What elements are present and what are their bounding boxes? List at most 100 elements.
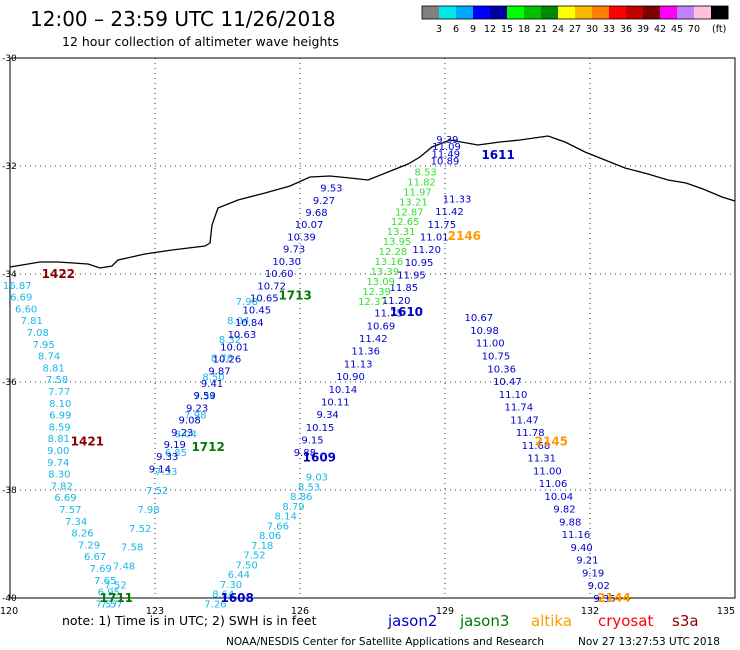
wave-height-value: 11.31	[527, 454, 556, 465]
wave-height-value: 11.42	[359, 334, 388, 345]
wave-height-value: 13.39	[370, 267, 399, 278]
colorbar-label: 27	[569, 24, 581, 35]
wave-height-value: 9.74	[47, 458, 69, 469]
lat-tick-label: -34	[2, 270, 17, 280]
wave-height-value: 10.75	[482, 351, 511, 362]
wave-height-value: 10.89	[431, 157, 460, 168]
wave-height-tracks: 16.876.696.607.817.087.958.748.817.587.7…	[3, 135, 616, 610]
colorbar-swatch	[456, 6, 474, 19]
colorbar-swatch	[473, 6, 491, 19]
colorbar-swatch	[711, 6, 729, 19]
wave-height-value: 10.98	[470, 326, 499, 337]
wave-height-value: 13.21	[399, 197, 428, 208]
wave-height-value: 6.95	[98, 588, 120, 599]
pass-time-label: 1421	[71, 434, 104, 448]
wave-height-value: 9.82	[553, 505, 575, 516]
wave-height-value: 8.06	[259, 531, 281, 542]
colorbar-swatch	[439, 6, 457, 19]
wave-height-value: 8.86	[290, 492, 312, 503]
wave-height-value: 11.06	[539, 479, 568, 490]
wave-height-value: 9.39	[436, 135, 458, 146]
wave-height-value: 9.41	[201, 379, 223, 390]
wave-height-value: 6.69	[10, 293, 32, 304]
wave-height-value: 9.23	[171, 428, 193, 439]
wave-height-value: 7.81	[21, 316, 43, 327]
wave-height-value: 9.87	[208, 367, 230, 378]
lon-tick-label: 120	[0, 606, 18, 617]
lon-tick-label: 135	[717, 606, 735, 617]
wave-height-value: 10.39	[287, 232, 316, 243]
colorbar-swatch	[422, 6, 440, 19]
pass-time-label: 1611	[481, 148, 514, 162]
wave-height-value: 12.87	[395, 207, 424, 218]
wave-height-value: 9.53	[320, 184, 342, 195]
wave-height-value: 8.32	[219, 335, 241, 346]
wave-height-value: 7.48	[113, 562, 135, 573]
lat-tick-label: -30	[2, 54, 17, 64]
colorbar-swatch	[524, 6, 542, 19]
wave-height-value: 11.36	[351, 347, 380, 358]
lon-tick-label: 126	[291, 606, 309, 617]
wave-height-value: 11.85	[389, 283, 418, 294]
wave-height-value: 9.40	[571, 543, 593, 554]
wave-height-value: 11.20	[382, 296, 411, 307]
wave-height-value: 7.65	[94, 576, 116, 587]
wave-height-value: 7.52	[243, 551, 265, 562]
pass-time-label: 1608	[220, 591, 253, 605]
wave-height-value: 10.72	[257, 281, 286, 292]
wave-height-value: 10.11	[321, 397, 350, 408]
wave-height-value: 6.67	[84, 552, 106, 563]
colorbar-label: 18	[518, 24, 530, 35]
wave-height-value: 9.21	[576, 556, 598, 567]
wave-height-value: 7.58	[121, 543, 143, 554]
wave-height-value: 9.08	[179, 416, 201, 427]
colorbar-swatch	[660, 6, 678, 19]
wave-height-value: 7.18	[251, 541, 273, 552]
wave-height-value: 10.69	[367, 321, 396, 332]
wave-height-value: 11.20	[412, 245, 441, 256]
wave-height-value: 11.09	[432, 142, 461, 153]
wave-height-value: 7.98	[184, 410, 206, 421]
wave-height-value: 11.42	[435, 207, 464, 218]
colorbar-label: 3	[436, 24, 442, 35]
mission-legend: jason2 jason3 altika cryosat s3a	[387, 612, 699, 630]
map-frame	[9, 57, 736, 599]
colorbar-swatch	[490, 6, 508, 19]
pass-time-label: 1609	[303, 451, 336, 465]
wave-height-value: 11.97	[403, 187, 432, 198]
colorbar-label: 6	[453, 24, 459, 35]
wave-height-value: 11.01	[420, 232, 449, 243]
wave-height-value: 9.88	[559, 517, 581, 528]
wave-height-value: 7.57	[96, 599, 118, 610]
wave-height-value: 10.07	[295, 220, 324, 231]
wave-height-value: 9.15	[301, 436, 323, 447]
wave-height-value: 7.66	[267, 521, 289, 532]
wave-height-value: 7.08	[27, 328, 49, 339]
pass-time-label: 2144	[597, 591, 630, 605]
wave-height-value: 8.26	[71, 529, 93, 540]
wave-height-value: 8.53	[298, 482, 320, 493]
wave-height-value: 7.52	[104, 581, 126, 592]
lat-tick-label: -38	[2, 486, 17, 496]
wave-height-value: 11.78	[516, 428, 545, 439]
wave-height-value: 11.10	[499, 390, 528, 401]
wave-height-value: 8.59	[49, 422, 71, 433]
wave-height-value: 11.13	[344, 359, 373, 370]
wave-height-value: 9.34	[317, 410, 339, 421]
lat-tick-label: -36	[2, 378, 17, 388]
colorbar-label: 9	[470, 24, 476, 35]
wave-height-value: 7.34	[65, 517, 87, 528]
wave-height-value: 8.79	[282, 502, 304, 513]
wave-height-value: 7.34	[194, 392, 216, 403]
wave-height-value: 10.30	[272, 257, 301, 268]
mission-legend-item: altika	[531, 612, 572, 630]
wave-height-value: 7.52	[129, 524, 151, 535]
wave-height-value: 7.82	[51, 481, 73, 492]
map-subtitle: 12 hour collection of altimeter wave hei…	[62, 34, 339, 49]
colorbar-swatch	[575, 6, 593, 19]
wave-height-value: 10.01	[220, 342, 249, 353]
pass-time-label: 1712	[191, 440, 224, 454]
wave-height-value: 11.82	[407, 177, 436, 188]
wave-height-value: 10.60	[265, 269, 294, 280]
